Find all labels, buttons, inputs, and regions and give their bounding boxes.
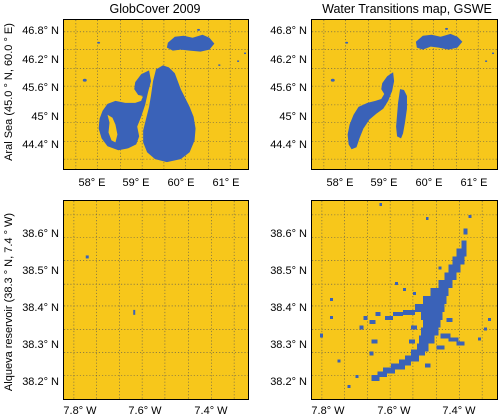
ytick-alq-d-3: 38.4° N xyxy=(270,302,307,314)
ytick-aral-b-4: 45° N xyxy=(279,111,307,123)
ytick-aral-a-2: 46.2° N xyxy=(22,54,59,66)
row-label-aral: Aral Sea (45.0 ° N, 60.0 ° E) xyxy=(3,23,15,161)
xtick-alq-d-2: 7.6° W xyxy=(377,405,411,417)
north-aral-transition xyxy=(415,33,463,50)
alqueva-gswe-svg xyxy=(312,201,497,399)
xtick-aral-a-3: 60° E xyxy=(167,177,195,189)
xtick-aral-a-1: 58° E xyxy=(78,177,106,189)
ytick-alq-c-3: 38.4° N xyxy=(22,302,59,314)
ytick-aral-b-3: 45.6° N xyxy=(270,82,307,94)
water-pixels xyxy=(85,255,136,315)
xtick-alq-c-1: 7.8° W xyxy=(63,405,97,417)
gridlines xyxy=(312,20,497,169)
xtick-aral-b-4: 61° E xyxy=(460,177,488,189)
east-lobe-transition xyxy=(396,89,407,139)
west-lobe-transition xyxy=(347,72,395,150)
inner-island xyxy=(107,114,118,143)
aral-globcover-svg xyxy=(64,20,248,169)
ytick-alq-c-5: 38.2° N xyxy=(22,376,59,388)
map-alqueva-gswe xyxy=(311,200,498,400)
alqueva-globcover-svg xyxy=(64,201,248,399)
north-aral-sea xyxy=(166,34,215,52)
ytick-aral-a-3: 45.6° N xyxy=(22,82,59,94)
title-gswe: Water Transitions map, GSWE xyxy=(322,2,492,16)
xtick-aral-a-2: 59° E xyxy=(122,177,150,189)
xtick-alq-c-3: 7.4° W xyxy=(194,405,228,417)
row-label-alqueva: Alqueva reservoir (38.3 ° N, 7.4 ° W) xyxy=(3,212,15,392)
ytick-alq-d-1: 38.6° N xyxy=(270,228,307,240)
ytick-aral-a-1: 46.8° N xyxy=(22,25,59,37)
ytick-aral-a-5: 44.4° N xyxy=(22,139,59,151)
xtick-alq-d-1: 7.8° W xyxy=(311,405,345,417)
large-aral-east-lobe xyxy=(143,65,196,163)
map-aral-globcover xyxy=(63,19,249,170)
water-areas xyxy=(82,28,247,163)
water-transition-areas xyxy=(330,27,495,150)
ytick-alq-c-1: 38.6° N xyxy=(22,228,59,240)
map-alqueva-globcover xyxy=(63,200,249,400)
gridlines xyxy=(312,201,497,399)
aral-gswe-svg xyxy=(312,20,497,169)
gridlines xyxy=(64,201,248,399)
xtick-aral-b-1: 58° E xyxy=(326,177,354,189)
ytick-alq-d-4: 38.3° N xyxy=(270,339,307,351)
ytick-aral-b-1: 46.8° N xyxy=(270,25,307,37)
map-aral-gswe xyxy=(311,19,498,170)
ytick-aral-a-4: 45° N xyxy=(31,111,59,123)
ytick-alq-d-2: 38.5° N xyxy=(270,265,307,277)
xtick-aral-a-4: 61° E xyxy=(212,177,240,189)
ytick-aral-b-2: 46.2° N xyxy=(270,54,307,66)
title-globcover: GlobCover 2009 xyxy=(109,2,201,16)
ytick-alq-d-5: 38.2° N xyxy=(270,376,307,388)
xtick-aral-b-2: 59° E xyxy=(370,177,398,189)
ytick-aral-b-5: 44.4° N xyxy=(270,139,307,151)
xtick-aral-b-3: 60° E xyxy=(415,177,443,189)
xtick-alq-d-3: 7.4° W xyxy=(442,405,476,417)
ytick-alq-c-2: 38.5° N xyxy=(22,265,59,277)
water-transition-pixels xyxy=(319,202,492,389)
ytick-alq-c-4: 38.3° N xyxy=(22,339,59,351)
xtick-alq-c-2: 7.6° W xyxy=(128,405,162,417)
